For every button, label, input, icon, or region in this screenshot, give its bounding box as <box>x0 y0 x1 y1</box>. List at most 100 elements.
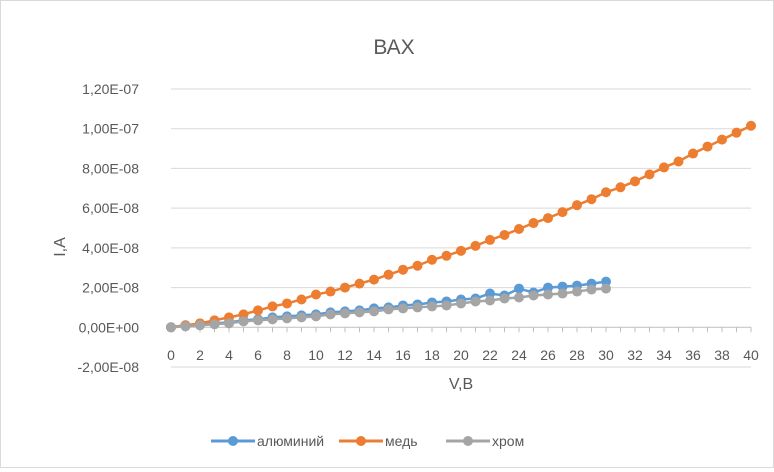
x-tick-label: 20 <box>453 347 469 363</box>
legend-marker <box>463 436 473 446</box>
series-3 <box>166 283 611 333</box>
data-point <box>296 312 307 323</box>
data-point <box>325 286 336 297</box>
data-point <box>528 218 539 229</box>
data-point <box>195 320 205 331</box>
data-point <box>557 207 568 218</box>
y-tick-label: 1,20E-07 <box>82 81 139 97</box>
data-point <box>470 296 481 307</box>
data-point <box>456 245 466 256</box>
x-tick-label: 32 <box>627 347 643 363</box>
legend-marker <box>356 436 366 446</box>
y-tick-label: 2,00E-08 <box>82 280 139 296</box>
data-point <box>180 321 191 332</box>
data-point <box>340 308 350 319</box>
data-point <box>325 309 336 320</box>
data-point <box>209 319 220 330</box>
data-point <box>630 176 640 187</box>
data-point <box>514 292 524 303</box>
x-tick-label: 8 <box>283 347 291 363</box>
data-point <box>238 309 249 320</box>
data-point <box>267 314 278 325</box>
data-point <box>543 289 553 300</box>
data-point <box>731 127 742 138</box>
x-tick-label: 26 <box>540 347 556 363</box>
data-point <box>572 200 582 211</box>
y-tick-label: 1,00E-07 <box>82 121 139 137</box>
x-tick-label: 34 <box>656 347 672 363</box>
legend-label: алюминий <box>257 433 324 449</box>
data-point <box>166 322 176 333</box>
data-point <box>528 290 539 301</box>
data-point <box>383 269 394 280</box>
x-tick-label: 16 <box>395 347 411 363</box>
y-tick-label: -2,00E-08 <box>78 359 140 375</box>
x-tick-label: 4 <box>225 347 233 363</box>
x-tick-label: 22 <box>482 347 498 363</box>
data-point <box>514 223 524 234</box>
x-tick-label: 2 <box>196 347 204 363</box>
data-point <box>296 294 307 305</box>
data-point <box>398 264 408 275</box>
data-point <box>485 234 495 245</box>
data-point <box>485 295 495 306</box>
data-point <box>514 283 524 294</box>
data-point <box>354 278 365 289</box>
data-point <box>456 298 466 309</box>
data-point <box>485 288 495 299</box>
data-point <box>369 306 379 317</box>
data-point <box>441 250 452 261</box>
data-point <box>499 293 510 304</box>
data-point <box>557 288 568 299</box>
x-tick-label: 36 <box>685 347 701 363</box>
data-point <box>601 187 611 198</box>
data-point <box>572 286 582 297</box>
data-point <box>267 301 278 312</box>
data-point <box>615 182 626 193</box>
y-axis-label: I,A <box>52 237 69 257</box>
legend-entry: хром <box>446 433 524 449</box>
data-point <box>398 303 408 314</box>
x-tick-label: 14 <box>366 347 382 363</box>
data-point <box>282 298 292 309</box>
data-point <box>412 302 423 313</box>
data-point <box>717 134 727 145</box>
x-tick-label: 18 <box>424 347 440 363</box>
y-tick-label: 8,00E-08 <box>82 160 139 176</box>
legend-label: хром <box>492 433 524 449</box>
data-point <box>238 316 249 327</box>
x-tick-label: 30 <box>598 347 614 363</box>
data-point <box>427 254 437 265</box>
data-point <box>601 276 611 287</box>
data-point <box>543 213 553 224</box>
data-point <box>673 156 684 167</box>
x-axis-label: V,B <box>449 376 473 393</box>
data-point <box>427 301 437 312</box>
chart-title: ВАХ <box>373 36 414 59</box>
y-tick-label: 6,00E-08 <box>82 200 139 216</box>
data-point <box>253 305 263 316</box>
data-point <box>659 162 669 173</box>
x-tick-label: 38 <box>714 347 730 363</box>
data-point <box>746 120 756 131</box>
data-point <box>543 282 553 293</box>
x-tick-label: 10 <box>308 347 324 363</box>
y-tick-label: 0,00E+00 <box>79 319 140 335</box>
x-tick-label: 28 <box>569 347 585 363</box>
data-point <box>383 304 394 315</box>
data-point <box>644 169 655 180</box>
data-point <box>441 300 452 311</box>
x-tick-label: 24 <box>511 347 527 363</box>
data-point <box>586 284 597 295</box>
data-point <box>369 274 379 285</box>
x-tick-label: 0 <box>167 347 175 363</box>
data-point <box>702 141 713 152</box>
y-tick-label: 4,00E-08 <box>82 240 139 256</box>
x-tick-label: 40 <box>743 347 759 363</box>
x-tick-label: 12 <box>337 347 353 363</box>
data-point <box>470 240 481 251</box>
legend-label: медь <box>385 433 418 449</box>
data-point <box>224 318 234 329</box>
